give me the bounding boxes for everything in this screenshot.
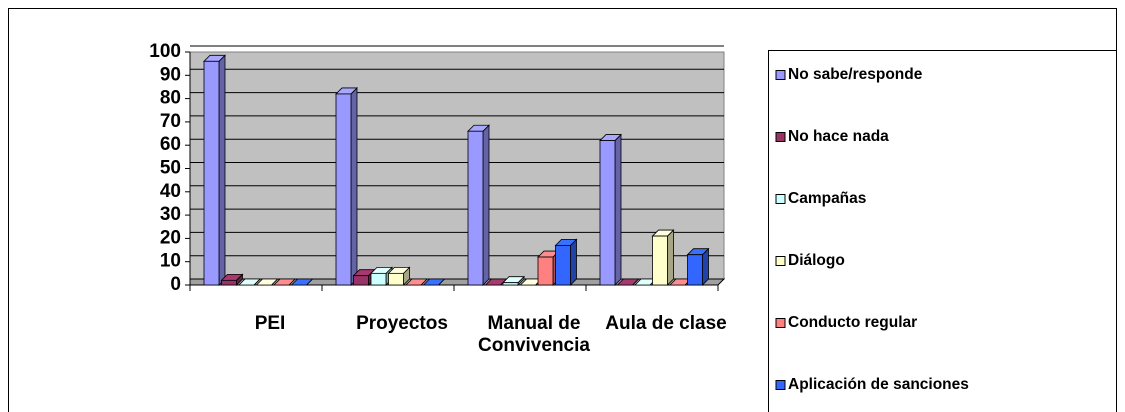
legend-swatch (775, 132, 786, 142)
x-tick-label: Proyectos (356, 313, 448, 334)
legend-label: Campañas (788, 190, 866, 207)
bar-side (614, 133, 622, 286)
y-tick-label: 90 (160, 64, 181, 85)
y-tick-label: 80 (160, 88, 181, 109)
y-tick-label: 30 (160, 204, 181, 225)
y-tick-label: 0 (170, 274, 181, 295)
y-tick-label: 70 (160, 111, 181, 132)
bar (335, 93, 352, 286)
bar (467, 130, 484, 286)
y-tick-label: 60 (160, 134, 181, 155)
y-tick-label: 50 (160, 158, 181, 179)
x-tick-label: PEI (254, 313, 286, 334)
bar (370, 272, 387, 286)
bar (221, 279, 237, 286)
bar (652, 235, 668, 286)
legend-label: No sabe/responde (788, 66, 923, 83)
bar (537, 256, 554, 286)
bar (599, 140, 616, 286)
bar (388, 272, 404, 286)
plot-wall (189, 51, 725, 280)
legend-label: No hace nada (788, 128, 889, 145)
y-tick-label: 40 (160, 181, 181, 202)
y-tick-label: 20 (160, 227, 181, 248)
bar-top (405, 278, 428, 286)
legend-swatch (775, 380, 786, 390)
bar (203, 60, 220, 286)
bar-top (273, 278, 296, 286)
y-tick-label: 10 (160, 251, 181, 272)
legend-swatch (775, 194, 786, 204)
legend-label: Diálogo (788, 252, 845, 269)
bar-side (482, 124, 490, 286)
bar-top (290, 278, 314, 286)
bar-top (422, 278, 446, 286)
legend-label: Aplicación de sanciones (788, 376, 969, 393)
bar-side (350, 86, 358, 286)
bar-top (616, 278, 640, 286)
legend-box (768, 50, 1117, 412)
y-tick-label: 100 (149, 41, 181, 62)
legend-swatch (775, 70, 786, 80)
x-tick-label: Manual de Convivencia (478, 313, 590, 356)
legend-label: Conducto regular (788, 314, 917, 331)
bar (555, 244, 571, 286)
bar-top (255, 278, 279, 286)
legend-swatch (775, 256, 786, 266)
bar-side (218, 54, 226, 286)
x-tick-label: Aula de clase (605, 313, 727, 334)
bar (353, 275, 369, 286)
bar (687, 254, 703, 286)
bar-side (570, 238, 577, 286)
bar (502, 282, 519, 286)
bar-side (667, 229, 674, 286)
legend-swatch (775, 318, 786, 328)
bar-top (238, 278, 261, 286)
